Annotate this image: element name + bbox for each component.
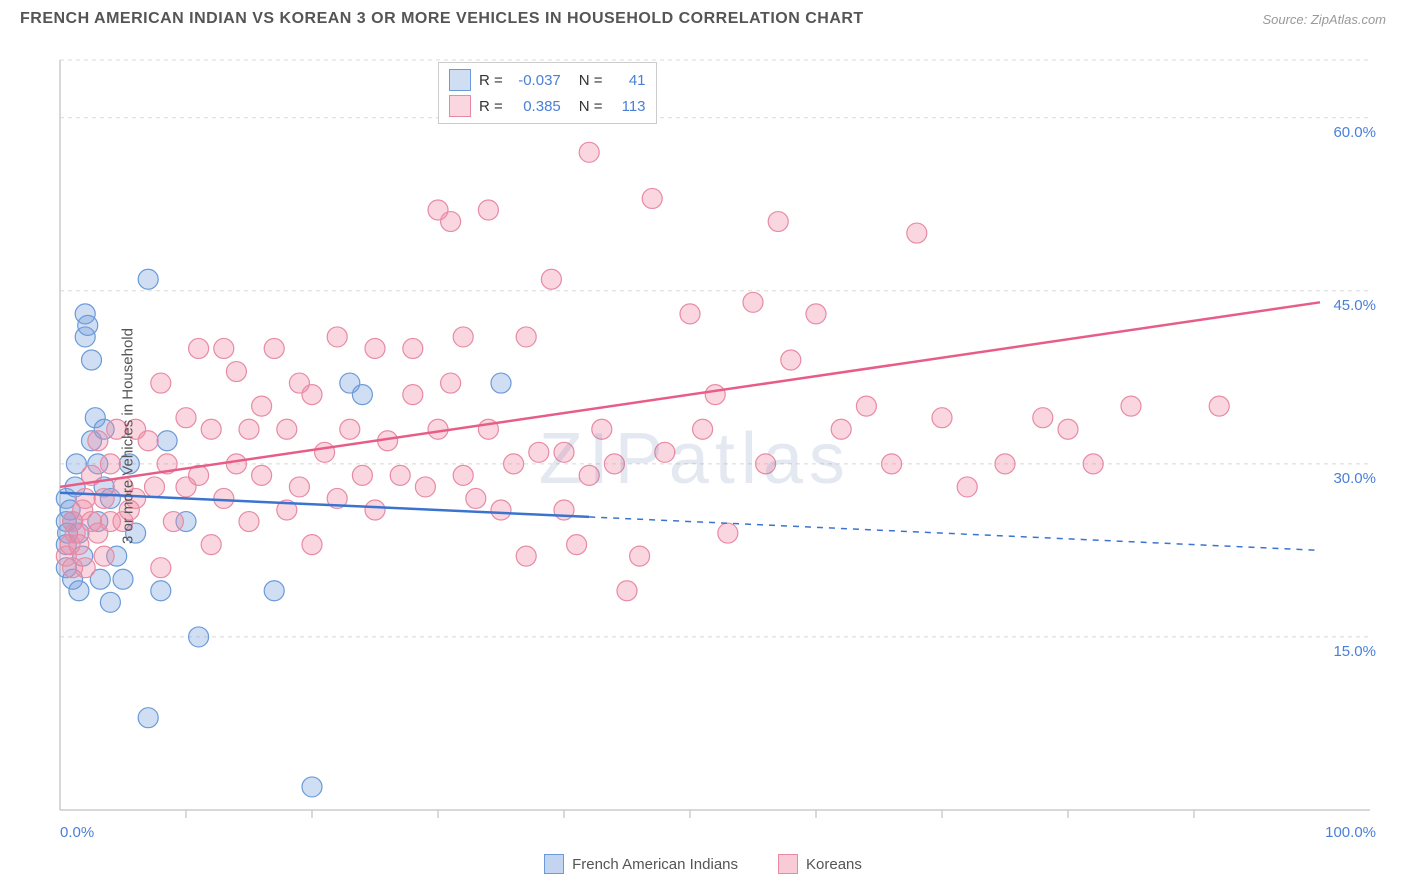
stats-r-label: R = [479, 72, 503, 89]
stats-n-label: N = [579, 98, 603, 115]
y-tick-label: 30.0% [1333, 470, 1376, 487]
stats-r-value: 0.385 [511, 98, 561, 115]
stats-r-value: -0.037 [511, 72, 561, 89]
correlation-stats-box: R = -0.037 N = 41 R = 0.385 N = 113 [438, 62, 657, 124]
y-tick-label: 15.0% [1333, 643, 1376, 660]
stats-n-label: N = [579, 72, 603, 89]
y-axis-label: 3 or more Vehicles in Household [119, 328, 136, 544]
stats-n-value: 41 [611, 72, 646, 89]
y-tick-label: 60.0% [1333, 124, 1376, 141]
legend-swatch [544, 854, 564, 874]
stats-r-label: R = [479, 98, 503, 115]
chart-header: FRENCH AMERICAN INDIAN VS KOREAN 3 OR MO… [0, 0, 1406, 36]
chart-area: 3 or more Vehicles in Household ZIPatlas… [50, 40, 1386, 832]
scatter-chart [50, 40, 1386, 832]
legend-item: Koreans [778, 854, 862, 874]
chart-title: FRENCH AMERICAN INDIAN VS KOREAN 3 OR MO… [20, 10, 864, 28]
x-axis-label: 100.0% [1325, 824, 1376, 841]
legend-item: French American Indians [544, 854, 738, 874]
y-tick-label: 45.0% [1333, 297, 1376, 314]
stats-swatch [449, 69, 471, 91]
stats-swatch [449, 95, 471, 117]
chart-legend: French American Indians Koreans [0, 854, 1406, 874]
stats-row: R = 0.385 N = 113 [449, 93, 646, 119]
stats-n-value: 113 [611, 98, 646, 115]
x-axis-label: 0.0% [60, 824, 94, 841]
legend-swatch [778, 854, 798, 874]
legend-label: French American Indians [572, 856, 738, 873]
legend-label: Koreans [806, 856, 862, 873]
stats-row: R = -0.037 N = 41 [449, 67, 646, 93]
chart-source: Source: ZipAtlas.com [1262, 12, 1386, 27]
